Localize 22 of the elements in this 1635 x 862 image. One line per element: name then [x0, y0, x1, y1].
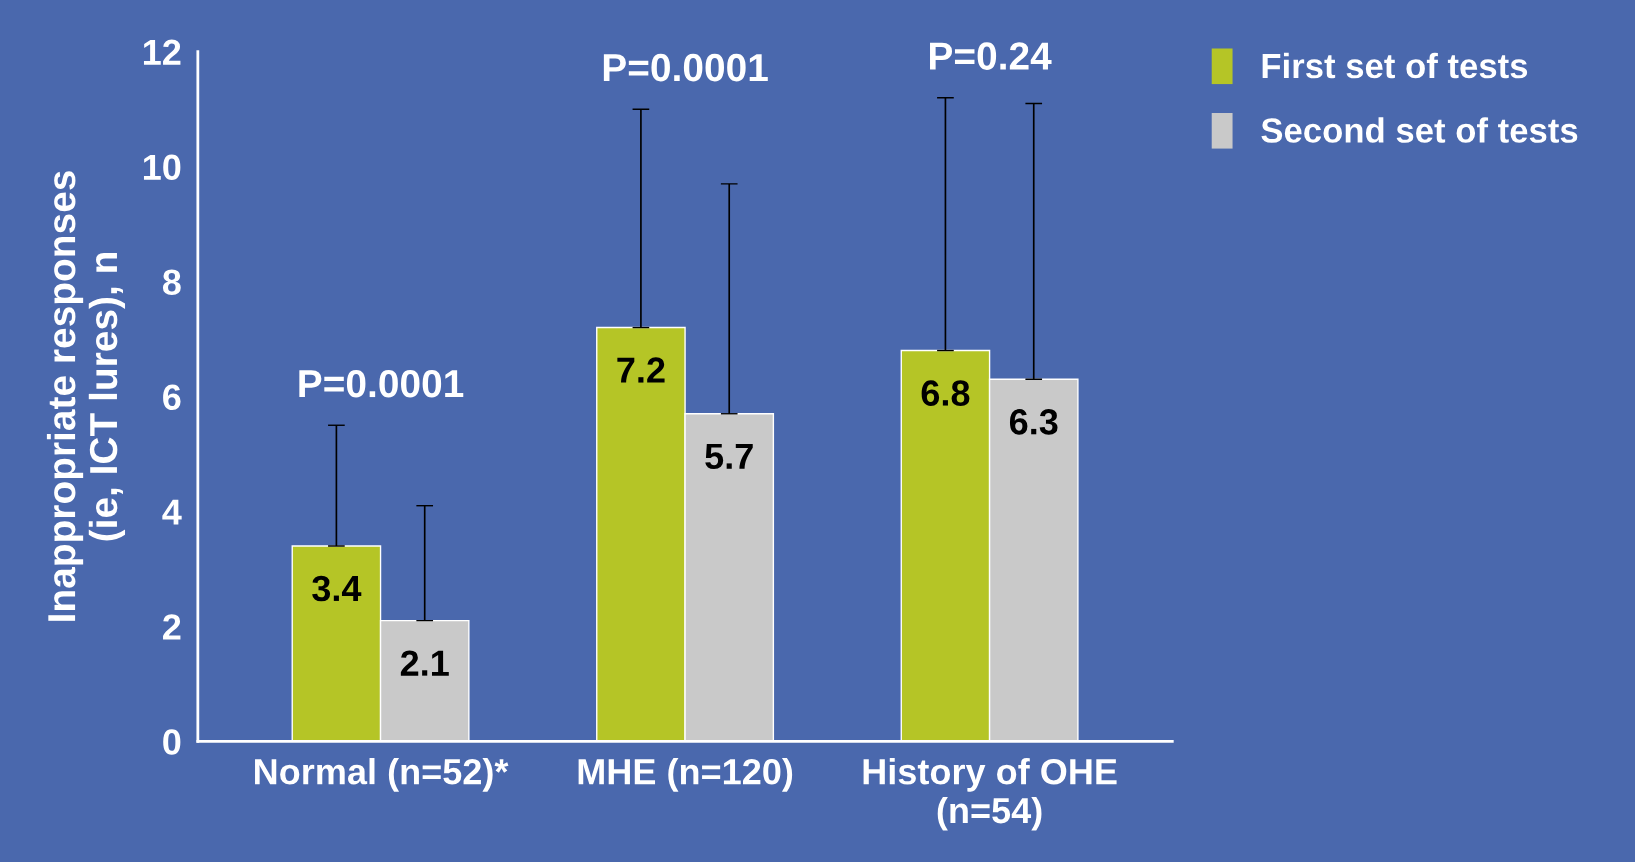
y-tick-label: 2	[163, 614, 181, 640]
data-label: 3.4	[312, 575, 362, 602]
y-tick-label: 0	[163, 729, 181, 755]
y-tick-label: 6	[163, 384, 181, 410]
data-label: 6.3	[1009, 409, 1058, 435]
data-label: 6.8	[921, 380, 970, 406]
x-tick-label: History of OHE (n=54)	[863, 757, 1117, 831]
legend-label: Second set of tests	[1261, 117, 1578, 143]
y-tick-label: 10	[143, 154, 181, 181]
x-tick-label: MHE (n=120)	[578, 757, 793, 792]
y-tick-label: 4	[162, 499, 182, 525]
data-label: 7.2	[617, 357, 665, 383]
data-label: 5.7	[705, 443, 753, 470]
data-label: 2.1	[400, 650, 449, 676]
annotation: P=0.24	[930, 42, 1052, 70]
annotation: P=0.0001	[603, 53, 768, 82]
y-axis-title: Inappropriate responses (ie, ICT lures), n	[46, 171, 126, 621]
legend-label: First set of tests	[1262, 52, 1528, 79]
annotation: P=0.0001	[299, 369, 464, 398]
y-tick-label: 12	[143, 39, 181, 65]
y-tick-label: 8	[162, 269, 181, 296]
x-tick-label: Normal (n=52)*	[255, 757, 509, 792]
